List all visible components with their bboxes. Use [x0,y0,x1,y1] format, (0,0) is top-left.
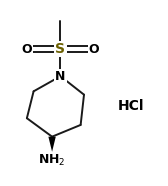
Text: N: N [55,70,66,83]
Polygon shape [48,137,56,152]
Text: O: O [22,43,32,56]
Text: NH$_2$: NH$_2$ [38,153,66,168]
Text: S: S [55,42,66,56]
Text: HCl: HCl [118,100,144,113]
Text: O: O [89,43,99,56]
